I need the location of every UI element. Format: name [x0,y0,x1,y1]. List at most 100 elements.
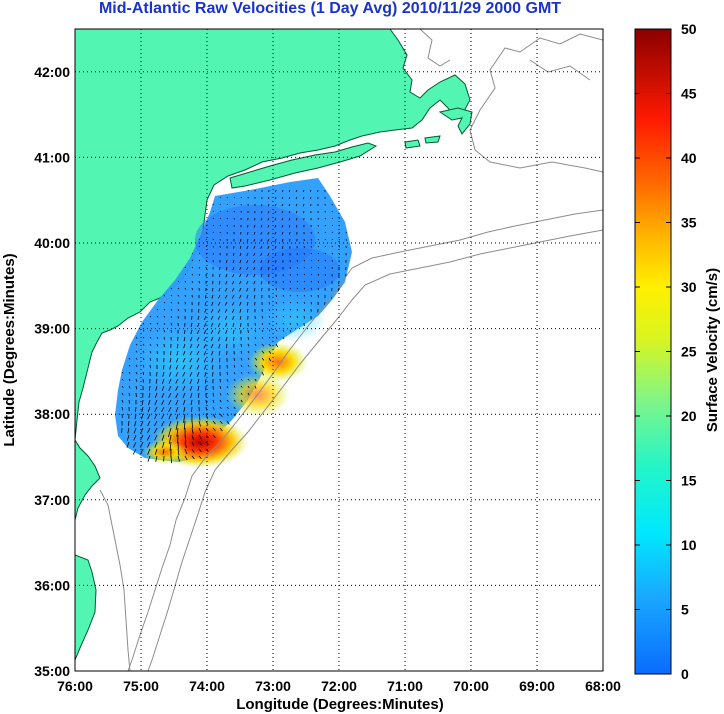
velocity-vector [198,259,201,262]
velocity-vector [267,259,270,264]
velocity-vector [135,343,138,346]
velocity-vector [246,266,249,271]
velocity-vector [184,329,186,334]
velocity-vector [163,315,166,318]
y-tick-label: 40:00 [34,235,70,251]
velocity-vector [162,441,165,448]
velocity-vector [310,294,313,298]
x-tick-label: 71:00 [387,678,423,694]
colorbar-label: Surface Velocity (cm/s) [704,268,721,432]
velocity-vector [191,448,195,453]
velocity-vector [247,378,250,381]
velocity-vector [135,385,138,390]
velocity-vector [310,266,313,269]
velocity-vector [141,406,144,413]
velocity-vector [274,238,277,242]
velocity-vector [211,308,214,313]
velocity-vector [161,392,165,398]
velocity-vector [204,315,207,320]
velocity-vector [121,385,124,389]
velocity-vector [224,308,228,313]
velocity-vector [260,245,263,249]
colorbar-tick-label: 20 [681,408,697,424]
velocity-vector [189,357,193,363]
velocity-vector [247,364,250,367]
velocity-vector [149,315,152,318]
velocity-vector [281,224,284,228]
velocity-vector [239,287,242,292]
velocity-vector [191,420,193,429]
velocity-vector [161,434,165,441]
velocity-vector [261,322,264,326]
velocity-vector [254,357,258,361]
velocity-vector [303,259,306,262]
velocity-vector [183,336,186,342]
velocity-vector [142,364,145,368]
velocity-vector [219,413,223,418]
velocity-vector [324,245,327,248]
velocity-vector [247,231,249,235]
velocity-vector [163,308,166,311]
velocity-vector [198,427,202,433]
velocity-vector [211,287,214,292]
velocity-vector [210,336,214,342]
velocity-vector [275,301,278,304]
velocity-vector [296,301,299,304]
velocity-vector [302,203,305,207]
velocity-vector [217,329,221,335]
velocity-vector [338,245,340,248]
velocity-vector [219,224,221,227]
velocity-vector [226,196,228,198]
velocity-vector [240,385,243,388]
velocity-vector [233,385,236,388]
velocity-vector [142,329,145,332]
velocity-vector [191,259,194,262]
colorbar [634,28,672,675]
velocity-vector [212,406,215,410]
velocity-vector [134,420,137,427]
velocity-vector [198,273,200,276]
velocity-vector [169,364,172,370]
velocity-vector [212,203,214,206]
y-tick-label: 38:00 [34,406,70,422]
velocity-vector [338,231,341,234]
velocity-vector [142,371,145,376]
y-axis-label: Latitude (Degrees:Minutes) [1,253,18,446]
velocity-vector [289,287,292,290]
velocity-vector [154,434,158,441]
velocity-vector [168,420,172,427]
velocity-vector [275,315,278,318]
velocity-vector [162,448,165,455]
velocity-vectors [121,189,347,464]
velocity-vector [219,399,222,403]
colorbar-tick-label: 5 [681,602,689,618]
velocity-vector [317,245,320,248]
velocity-vector [128,385,131,389]
velocity-vector [182,371,186,377]
velocity-vector [324,273,326,277]
velocity-vector [254,322,256,326]
velocity-vector [198,434,202,440]
velocity-vector [282,322,285,325]
velocity-vector [225,322,228,328]
velocity-vector [310,273,313,276]
velocity-vector [288,231,291,235]
velocity-vector [268,357,272,362]
velocity-vector [184,455,188,461]
velocity-vector [190,392,193,399]
velocity-vector [231,301,235,306]
velocity-vector [275,294,278,298]
velocity-vector [126,434,130,441]
velocity-vector [268,315,271,318]
velocity-vector [233,378,236,382]
velocity-vector [133,427,137,434]
velocity-vector [260,217,263,221]
velocity-vector [128,399,130,404]
velocity-vector [331,238,334,241]
velocity-vector [260,238,263,242]
velocity-vector [295,210,298,214]
velocity-vector [182,399,186,406]
velocity-vector [324,224,326,227]
velocity-vector [324,252,327,255]
